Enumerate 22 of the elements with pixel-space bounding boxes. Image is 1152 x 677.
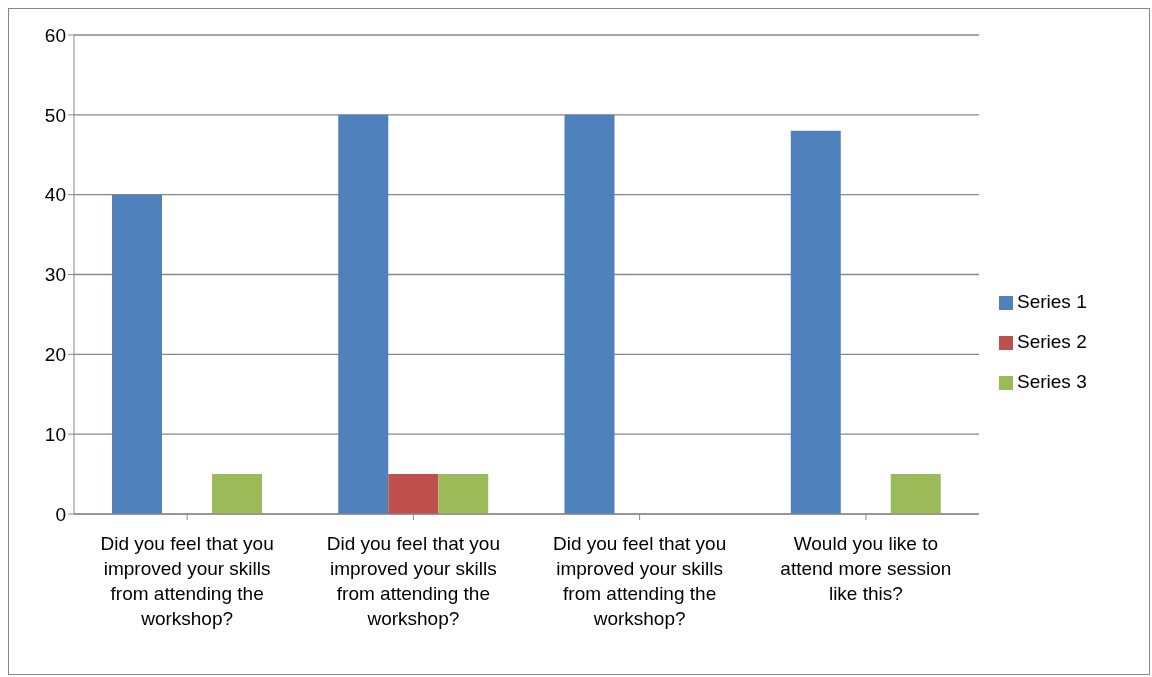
bar [112, 194, 162, 514]
x-tick-label: Did you feel that you improved your skills from attending the workshop? [553, 533, 727, 629]
bar [338, 114, 389, 514]
y-tick-label: 50 [44, 104, 66, 126]
bar [438, 474, 489, 514]
bar [212, 474, 262, 514]
legend-label: Series 1 [1017, 290, 1087, 312]
y-tick-label: 10 [44, 423, 66, 445]
bar [790, 130, 841, 514]
bar [564, 114, 615, 514]
y-tick-label: 40 [44, 184, 66, 206]
y-tick-label: 20 [44, 344, 66, 366]
x-tick-label: Did you feel that you improved your skills from attending the workshop? [100, 533, 274, 629]
y-tick-label: 0 [55, 503, 66, 525]
y-tick-label: 30 [44, 264, 66, 286]
bar [388, 474, 439, 514]
legend-label: Series 3 [1017, 370, 1087, 392]
x-tick-label: Did you feel that you improved your skills from attending the workshop? [326, 533, 500, 629]
x-tick-label: Would you like to attend more session like this? [780, 533, 952, 604]
y-tick-label: 60 [44, 24, 66, 46]
legend-label: Series 2 [1017, 330, 1087, 352]
bar [890, 474, 941, 514]
